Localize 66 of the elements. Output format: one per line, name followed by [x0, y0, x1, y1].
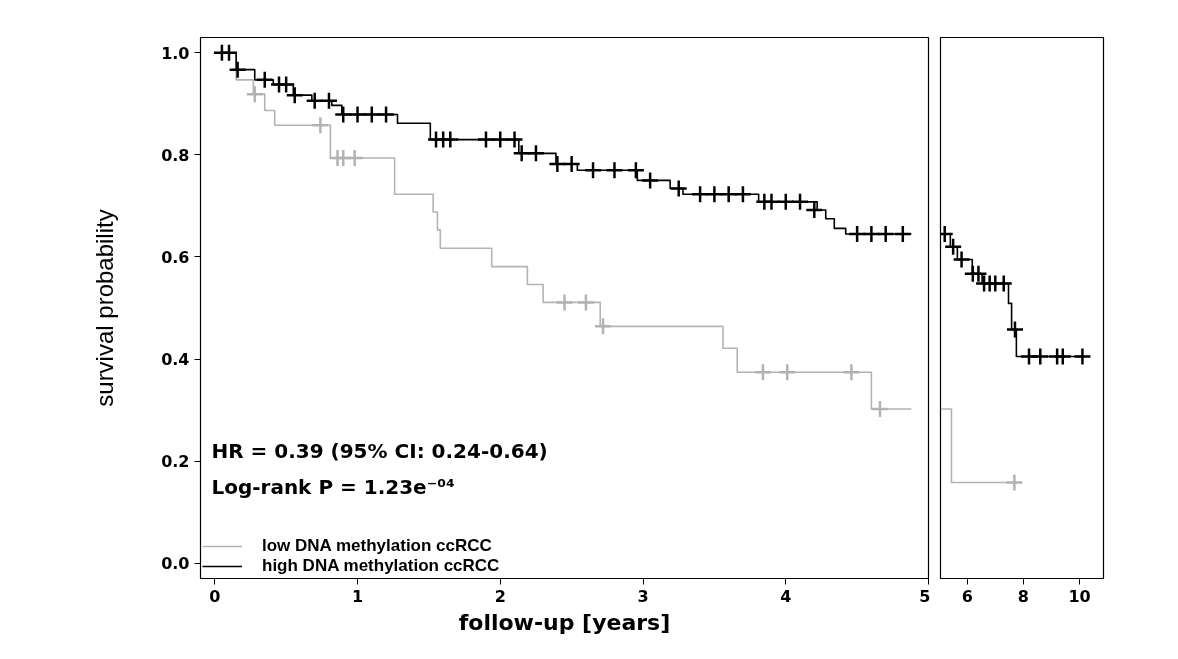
point — [526, 144, 546, 163]
point — [348, 105, 367, 124]
point — [805, 200, 824, 220]
x-tick-label: 1 — [351, 586, 364, 606]
point — [491, 130, 510, 149]
point — [245, 84, 264, 104]
x-tick-label: 6 — [961, 586, 973, 606]
point — [576, 293, 596, 312]
x-axis-title: follow-up [years] — [458, 609, 671, 635]
y-tick-label: 0.8 — [161, 145, 190, 165]
point — [255, 70, 274, 90]
x-tick-label: 10 — [1068, 586, 1091, 606]
point — [943, 237, 963, 256]
x-tick-label: 0 — [209, 586, 221, 606]
point — [753, 363, 773, 382]
point — [1053, 347, 1072, 366]
point — [1073, 347, 1092, 366]
point — [228, 60, 247, 79]
point — [583, 160, 603, 180]
point — [842, 363, 861, 382]
point — [1005, 320, 1025, 339]
point — [562, 154, 581, 174]
point — [345, 148, 364, 168]
point — [1031, 347, 1050, 366]
x-tick-label: 5 — [919, 586, 931, 606]
x-tick-label: 3 — [637, 586, 649, 606]
point — [555, 293, 574, 312]
legend-label: low DNA methylation ccRCC — [262, 536, 492, 556]
point — [593, 317, 613, 336]
point — [319, 91, 339, 111]
point — [705, 184, 724, 204]
point — [790, 192, 810, 212]
point — [969, 264, 988, 284]
point — [548, 154, 567, 174]
point — [862, 224, 881, 244]
annotation: HR = 0.39 (95% CI: 0.24-0.64) — [211, 439, 548, 464]
x-tick-label: 4 — [780, 586, 792, 606]
annotation: Log-rank P = 1.23e⁻⁰⁴ — [211, 474, 455, 499]
point — [285, 85, 304, 105]
y-tick-label: 0.6 — [161, 247, 190, 267]
y-tick-label: 1.0 — [161, 43, 190, 63]
y-tick-label: 0.0 — [161, 554, 190, 574]
point — [870, 399, 890, 419]
y-axis-title: survival probability — [91, 209, 119, 407]
point — [305, 91, 324, 111]
x-tick-label: 2 — [494, 586, 506, 606]
point — [777, 363, 797, 382]
point — [512, 144, 531, 163]
point — [952, 250, 971, 269]
point — [605, 160, 624, 180]
point — [1005, 473, 1024, 492]
point — [640, 171, 660, 190]
point — [376, 105, 396, 124]
point — [311, 116, 330, 135]
point — [776, 192, 795, 212]
point — [626, 160, 646, 180]
point — [876, 224, 895, 244]
y-tick-label: 0.4 — [161, 350, 190, 370]
point — [719, 184, 738, 204]
point — [505, 130, 524, 149]
legend-label: high DNA methylation ccRCC — [262, 556, 500, 576]
y-tick-label: 0.2 — [161, 452, 190, 472]
x-tick-label: 8 — [1017, 586, 1029, 606]
point — [334, 105, 353, 124]
point — [733, 184, 753, 204]
point — [669, 179, 688, 198]
